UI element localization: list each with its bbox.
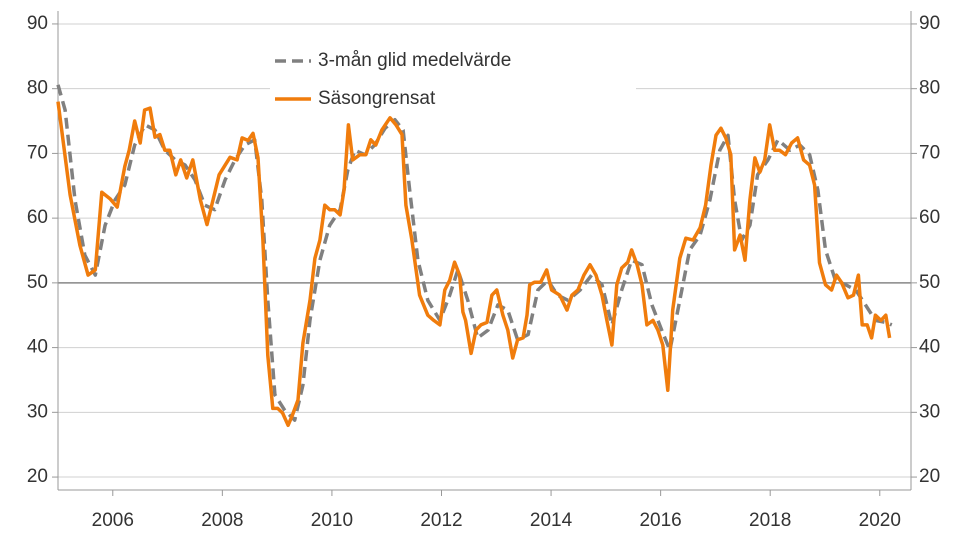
x-tick-label: 2012 [420, 510, 462, 531]
x-tick-label: 2010 [311, 510, 353, 531]
legend-label: 3-mån glid medelvärde [318, 50, 511, 71]
legend-label: Säsongrensat [318, 88, 436, 109]
y2-tick-label: 30 [919, 401, 940, 422]
x-tick-label: 2020 [859, 510, 901, 531]
y-tick-label: 70 [27, 142, 48, 163]
y-tick-label: 20 [27, 466, 48, 487]
x-tick-label: 2016 [639, 510, 681, 531]
legend-box [270, 44, 636, 114]
x-tick-label: 2008 [201, 510, 243, 531]
y2-tick-label: 60 [919, 207, 940, 228]
x-tick-label: 2014 [530, 510, 573, 531]
y2-tick-label: 90 [919, 13, 940, 34]
x-tick-label: 2006 [92, 510, 134, 531]
y-tick-label: 40 [27, 337, 48, 358]
x-tick-label: 2018 [749, 510, 791, 531]
data-line [56, 101, 892, 428]
y2-tick-label: 20 [919, 466, 940, 487]
y2-tick-label: 70 [919, 142, 940, 163]
y-tick-label: 90 [27, 13, 48, 34]
y2-tick-label: 40 [919, 337, 940, 358]
y-tick-label: 80 [27, 78, 48, 99]
y-tick-label: 50 [27, 272, 48, 293]
y2-tick-label: 80 [919, 78, 940, 99]
y-tick-label: 30 [27, 401, 48, 422]
y-tick-label: 60 [27, 207, 48, 228]
y2-tick-label: 50 [919, 272, 940, 293]
